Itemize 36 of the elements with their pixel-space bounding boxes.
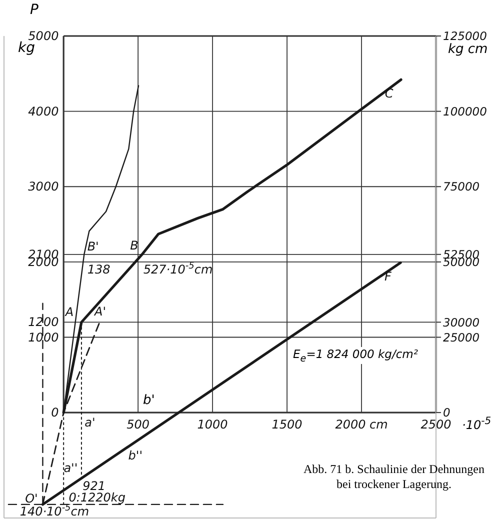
x-axis-title: ·10$^{-5}$ [462,416,492,432]
x-tick-label: 1500 [272,418,303,432]
y-tick-label: 4000 [28,104,60,118]
annotation: B' [87,239,99,254]
y2-axis-title: kg cm [448,42,488,57]
y2-tick-label: 30000 [443,315,480,330]
annotation: O' [25,491,38,506]
annotation: 527·10$^{-5}$cm [143,261,213,276]
annotation: Abb. 71 b. Schaulinie der Dehnungen bei trockener Lagerung. [304,462,484,491]
x-tick-label: 2000 cm [335,418,388,432]
y-tick-label: 0 [51,406,60,420]
annotation: E$_{e}$=1 824 000 kg/cm² [293,347,418,364]
y-tick-label: 1200 [28,315,60,330]
y-tick-label: 1000 [28,330,60,344]
annotation: 138 [87,262,111,276]
annotation: C [384,86,394,101]
y2-tick-label: 125000 [443,29,487,44]
y-tick-label: 5000 [28,29,60,43]
y2-tick-label: 0 [443,406,450,420]
y2-tick-label: 100000 [443,104,487,118]
x-tick-label: 2500 [420,418,452,432]
y2-tick-label: 25000 [443,330,480,344]
annotation: A [64,305,74,320]
annotation: a'' [64,461,78,476]
y-axis-title: P [30,2,38,18]
annotation: A' [94,304,106,319]
x-tick-label: 500 [126,418,150,432]
annotation: F [384,270,392,284]
annotation: b' [143,393,155,408]
annotation: 140·10$^{-5}$cm [20,503,90,518]
x-tick-label: 1000 [197,418,228,432]
y2-tick-label: 75000 [443,180,480,194]
y-tick-label: 3000 [28,180,60,194]
annotation: b'' [128,448,143,462]
annotation: kg [18,40,35,56]
annotation: a' [84,416,96,430]
